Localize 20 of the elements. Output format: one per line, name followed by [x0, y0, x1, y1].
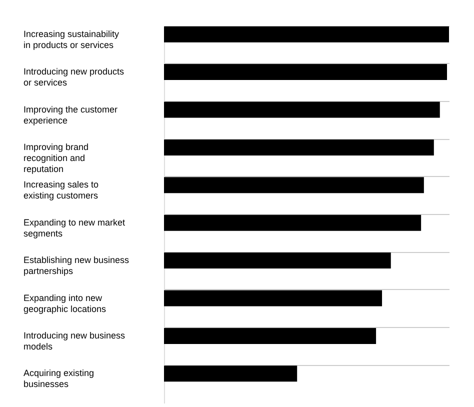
- bar: [164, 177, 424, 194]
- y-tick-label: Introducing new products or services: [24, 66, 125, 88]
- y-tick-label: Acquiring existing businesses: [24, 368, 94, 390]
- y-tick-label: Increasing sustainability in products or services: [24, 28, 120, 50]
- bar: [164, 328, 376, 344]
- bar: [164, 252, 391, 269]
- y-tick-label: Establishing new business partnerships: [24, 255, 130, 276]
- bar: [164, 139, 434, 156]
- bar: [164, 64, 448, 80]
- bar: [164, 366, 298, 382]
- bar: [164, 214, 422, 231]
- y-tick-label: Expanding into new geographic locations: [24, 292, 107, 314]
- bar: [164, 290, 382, 306]
- bar: [164, 26, 449, 42]
- y-tick-label: Increasing sales to existing customers: [24, 180, 99, 201]
- y-tick-label: Improving the customer experience: [24, 104, 118, 126]
- bar: [164, 102, 440, 118]
- y-tick-label: Introducing new business models: [24, 330, 126, 352]
- y-tick-label: Expanding to new market segments: [24, 217, 126, 238]
- y-tick-label: Improving brand recognition and reputation: [24, 142, 89, 174]
